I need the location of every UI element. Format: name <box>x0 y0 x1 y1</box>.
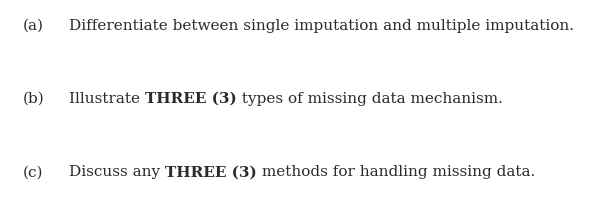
Text: (a): (a) <box>23 19 44 33</box>
Text: THREE (3): THREE (3) <box>165 165 257 179</box>
Text: Illustrate: Illustrate <box>69 92 145 106</box>
Text: THREE (3): THREE (3) <box>145 92 237 106</box>
Text: (b): (b) <box>23 92 45 106</box>
Text: methods for handling missing data.: methods for handling missing data. <box>257 165 535 179</box>
Text: Differentiate between single imputation and multiple imputation.: Differentiate between single imputation … <box>69 19 574 33</box>
Text: types of missing data mechanism.: types of missing data mechanism. <box>237 92 503 106</box>
Text: (c): (c) <box>23 165 43 179</box>
Text: Discuss any: Discuss any <box>69 165 165 179</box>
